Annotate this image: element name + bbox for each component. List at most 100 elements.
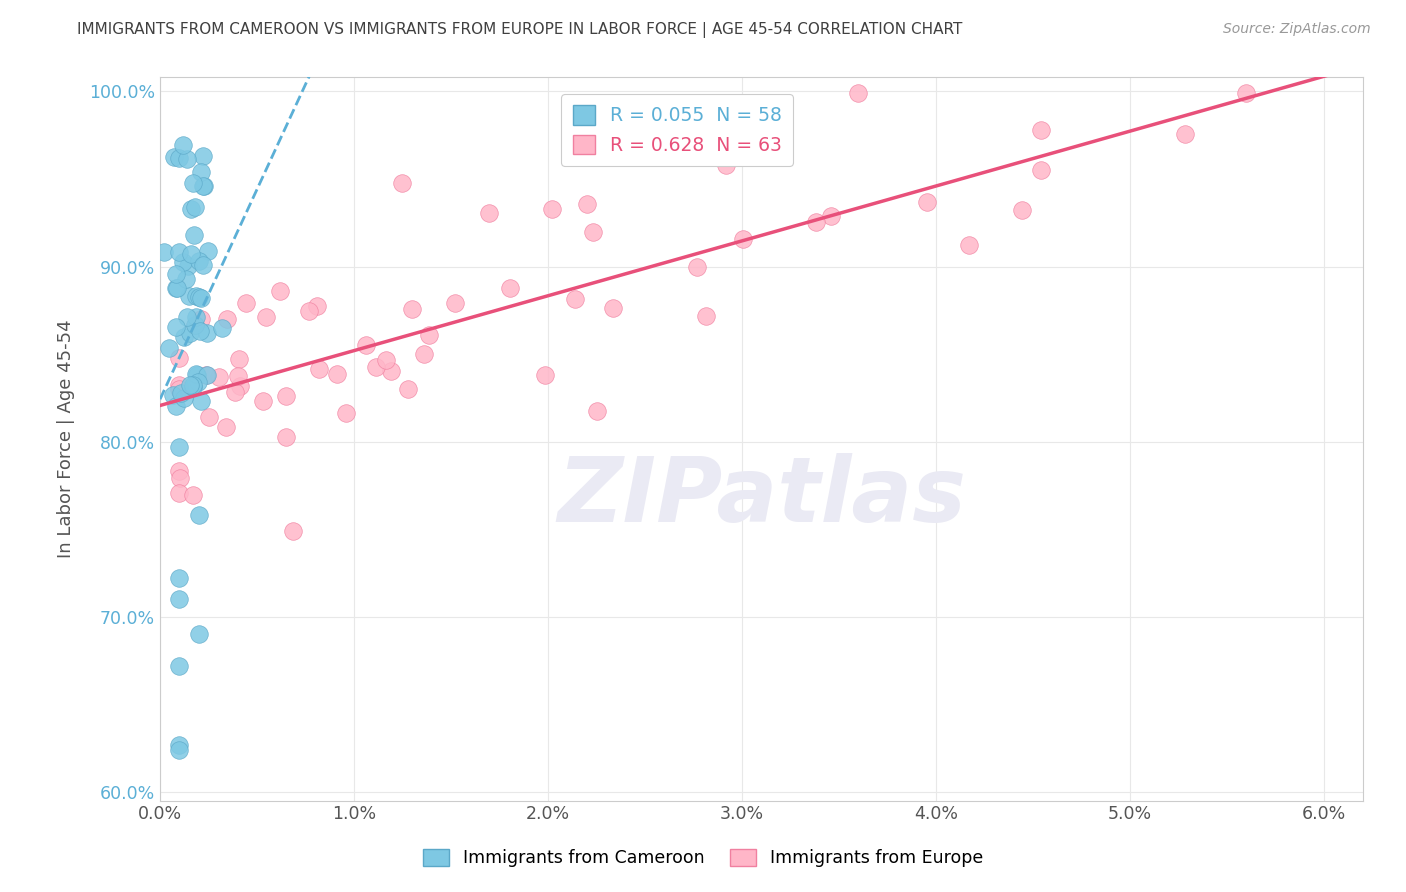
Point xyxy=(281,524,304,538)
Point xyxy=(169,351,191,365)
Point xyxy=(184,318,207,332)
Point xyxy=(181,380,204,394)
Point xyxy=(184,318,207,333)
Text: IMMIGRANTS FROM CAMEROON VS IMMIGRANTS FROM EUROPE IN LABOR FORCE | AGE 45-54 CO: IMMIGRANTS FROM CAMEROON VS IMMIGRANTS F… xyxy=(77,22,963,38)
Point xyxy=(169,378,191,392)
Point xyxy=(176,310,198,324)
Point xyxy=(1011,202,1033,217)
Text: Source: ZipAtlas.com: Source: ZipAtlas.com xyxy=(1223,22,1371,37)
Point xyxy=(224,385,246,400)
Point xyxy=(165,267,187,281)
Point xyxy=(179,326,201,341)
Point xyxy=(188,324,211,338)
Point xyxy=(167,245,190,260)
Point xyxy=(602,301,624,315)
Point xyxy=(195,368,218,383)
Point xyxy=(391,176,413,190)
Point xyxy=(412,347,434,361)
Point xyxy=(191,179,214,194)
Point xyxy=(308,362,330,376)
Legend: Immigrants from Cameroon, Immigrants from Europe: Immigrants from Cameroon, Immigrants fro… xyxy=(416,842,990,874)
Point xyxy=(190,394,212,409)
Point xyxy=(153,245,176,260)
Point xyxy=(305,300,328,314)
Point xyxy=(197,244,219,258)
Point xyxy=(177,289,200,303)
Point xyxy=(180,202,202,216)
Point xyxy=(804,214,827,228)
Point xyxy=(820,209,842,223)
Point xyxy=(180,247,202,261)
Point xyxy=(188,290,211,304)
Point xyxy=(177,259,200,273)
Point xyxy=(444,296,467,310)
Point xyxy=(541,202,564,216)
Point xyxy=(380,364,402,378)
Point xyxy=(195,368,218,382)
Point xyxy=(1174,127,1197,141)
Point xyxy=(957,237,980,252)
Point xyxy=(418,327,440,342)
Point xyxy=(187,375,209,389)
Point xyxy=(846,86,869,100)
Point xyxy=(217,311,239,326)
Point xyxy=(252,394,274,409)
Point xyxy=(356,338,378,352)
Point xyxy=(184,310,207,324)
Y-axis label: In Labor Force | Age 45-54: In Labor Force | Age 45-54 xyxy=(58,319,75,558)
Point xyxy=(269,284,291,298)
Point xyxy=(166,281,188,295)
Point xyxy=(186,289,208,303)
Point xyxy=(190,291,212,305)
Point xyxy=(714,158,737,172)
Point xyxy=(586,404,609,418)
Point xyxy=(235,296,257,310)
Point xyxy=(162,388,184,402)
Point xyxy=(172,255,194,269)
Point xyxy=(1031,163,1053,178)
Point xyxy=(274,389,297,403)
Point xyxy=(582,225,605,239)
Point xyxy=(190,165,212,179)
Point xyxy=(169,738,191,752)
Point xyxy=(366,360,388,375)
Point xyxy=(187,253,209,268)
Point xyxy=(396,382,419,396)
Legend: R = 0.055  N = 58, R = 0.628  N = 63: R = 0.055 N = 58, R = 0.628 N = 63 xyxy=(561,94,793,166)
Point xyxy=(187,627,209,641)
Point xyxy=(191,149,214,163)
Point xyxy=(195,326,218,341)
Point xyxy=(533,368,555,382)
Point xyxy=(401,301,423,316)
Point xyxy=(181,488,204,502)
Point xyxy=(184,367,207,381)
Point xyxy=(176,152,198,166)
Point xyxy=(183,228,205,243)
Point xyxy=(165,399,187,413)
Point xyxy=(298,303,321,318)
Point xyxy=(499,281,522,295)
Point xyxy=(686,260,709,274)
Point xyxy=(478,206,501,220)
Point xyxy=(169,440,191,454)
Point xyxy=(169,743,191,757)
Point xyxy=(165,281,187,295)
Point xyxy=(174,272,197,286)
Point xyxy=(731,232,754,246)
Point xyxy=(169,571,191,585)
Point xyxy=(228,351,250,366)
Point xyxy=(326,367,349,381)
Point xyxy=(172,137,194,152)
Point xyxy=(215,420,238,434)
Point xyxy=(1236,86,1258,100)
Point xyxy=(229,378,252,392)
Point xyxy=(254,310,277,324)
Point xyxy=(184,200,207,214)
Point xyxy=(169,592,191,607)
Point xyxy=(695,309,717,323)
Point xyxy=(211,321,233,335)
Point xyxy=(375,352,398,367)
Point xyxy=(181,176,204,190)
Point xyxy=(157,341,180,355)
Point xyxy=(167,152,190,166)
